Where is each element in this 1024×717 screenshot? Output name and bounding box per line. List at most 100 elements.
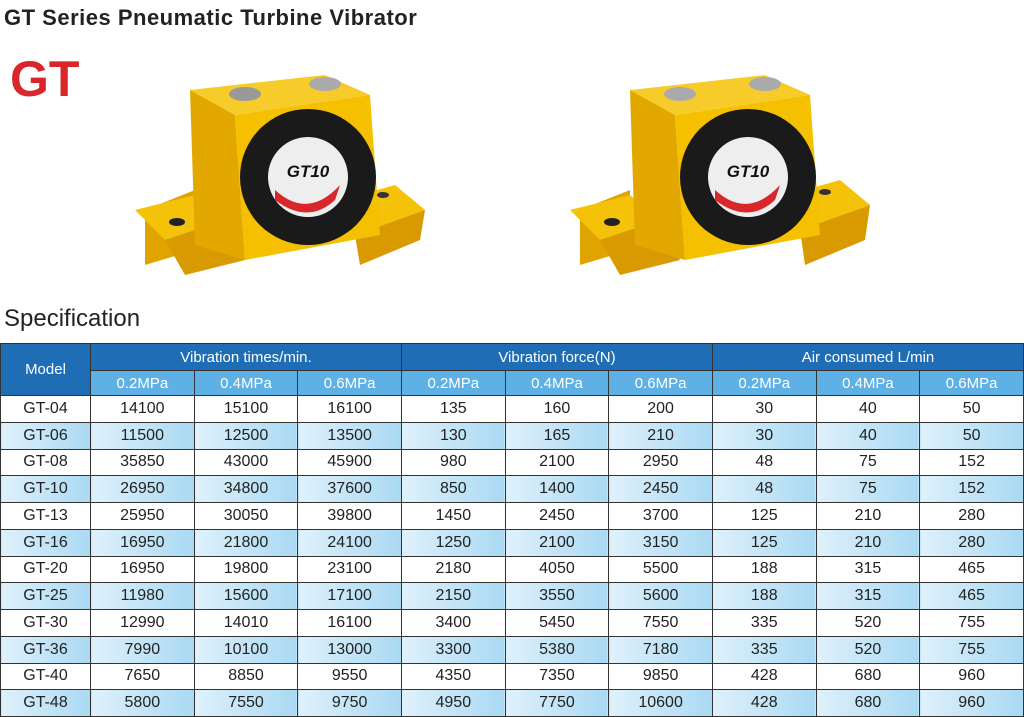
model-cell: GT-06 [0, 421, 91, 450]
table-row: GT-10 26950 34800 37600 850 1400 2450 48 75 152 [0, 475, 1024, 503]
value-cell: 3400 [400, 609, 506, 637]
value-cell: 7180 [608, 635, 713, 664]
sub-header: 0.2MPa [90, 370, 195, 396]
table-row: GT-13 25950 30050 39800 1450 2450 3700 125 210 28… [0, 502, 1024, 530]
value-cell: 21800 [193, 528, 299, 557]
badge: GT10 [727, 162, 770, 181]
value-cell: 4050 [504, 555, 610, 584]
header-cell: Model [0, 343, 91, 396]
value-cell: 980 [400, 448, 506, 477]
value-cell: 428 [711, 689, 817, 717]
model-cell: GT-08 [0, 448, 91, 477]
value-cell: 680 [815, 662, 921, 691]
value-cell: 14010 [193, 609, 299, 637]
value-cell: 7550 [608, 609, 713, 637]
value-cell: 16100 [297, 609, 402, 637]
value-cell: 7650 [90, 662, 195, 691]
model-cell: GT-13 [0, 502, 91, 530]
model-cell: GT-16 [0, 528, 91, 557]
value-cell: 7550 [193, 689, 299, 717]
value-cell: 4950 [400, 689, 506, 717]
value-cell: 850 [400, 475, 506, 503]
value-cell: 2180 [400, 555, 506, 584]
value-cell: 30 [711, 421, 817, 450]
value-cell: 200 [608, 395, 713, 423]
value-cell: 34800 [193, 475, 299, 503]
value-cell: 2150 [400, 582, 506, 610]
value-cell: 39800 [297, 502, 402, 530]
value-cell: 335 [711, 635, 817, 664]
value-cell: 4350 [400, 662, 506, 691]
model-cell: GT-25 [0, 582, 91, 610]
value-cell: 315 [815, 582, 921, 610]
value-cell: 135 [400, 395, 506, 423]
sub-header: 0.6MPa [297, 370, 402, 396]
value-cell: 13500 [297, 421, 402, 450]
value-cell: 15100 [193, 395, 299, 423]
value-cell: 315 [815, 555, 921, 584]
value-cell: 5380 [504, 635, 610, 664]
value-cell: 15600 [193, 582, 299, 610]
value-cell: 3550 [504, 582, 610, 610]
value-cell: 11980 [90, 582, 195, 610]
value-cell: 8850 [193, 662, 299, 691]
value-cell: 960 [919, 689, 1024, 717]
spec-table: Model Vibration times/min. Vibration force… [0, 343, 1024, 717]
model-cell: GT-40 [0, 662, 91, 691]
table-row: GT-48 5800 7550 9750 4950 7750 10600 428 680 960 [0, 689, 1024, 717]
value-cell: 43000 [193, 448, 299, 477]
value-cell: 280 [919, 528, 1024, 557]
value-cell: 428 [711, 662, 817, 691]
sub-header: 0.2MPa [400, 370, 506, 396]
value-cell: 48 [711, 448, 817, 477]
group-header: Air consumed L/min [711, 343, 1024, 371]
value-cell: 40 [815, 421, 921, 450]
table-row: GT-20 16950 19800 23100 2180 4050 5500 188 315 46… [0, 555, 1024, 584]
value-cell: 30 [711, 395, 817, 423]
value-cell: 11500 [90, 421, 195, 450]
value-cell: 5500 [608, 555, 713, 584]
value-cell: 188 [711, 555, 817, 584]
value-cell: 165 [504, 421, 610, 450]
value-cell: 1450 [400, 502, 506, 530]
value-cell: 960 [919, 662, 1024, 691]
value-cell: 24100 [297, 528, 402, 557]
value-cell: 2950 [608, 448, 713, 477]
value-cell: 755 [919, 609, 1024, 637]
value-cell: 10600 [608, 689, 713, 717]
product-image: GT10 [135, 75, 425, 275]
value-cell: 3150 [608, 528, 713, 557]
value-cell: 125 [711, 528, 817, 557]
value-cell: 16950 [90, 555, 195, 584]
table-row: GT-40 7650 8850 9550 4350 7350 9850 428 680 960 [0, 662, 1024, 691]
value-cell: 2100 [504, 528, 610, 557]
value-cell: 14100 [90, 395, 195, 423]
value-cell: 152 [919, 448, 1024, 477]
table-row: GT-06 11500 12500 13500 130 165 210 30 40 50 [0, 421, 1024, 450]
value-cell: 3700 [608, 502, 713, 530]
group-header: Vibration times/min. [90, 343, 402, 371]
value-cell: 23100 [297, 555, 402, 584]
value-cell: 280 [919, 502, 1024, 530]
value-cell: 35850 [90, 448, 195, 477]
product-image: GT10 [570, 75, 870, 275]
sub-header: 0.4MPa [193, 370, 299, 396]
value-cell: 17100 [297, 582, 402, 610]
model-cell: GT-36 [0, 635, 91, 664]
value-cell: 25950 [90, 502, 195, 530]
table-row: GT-25 11980 15600 17100 2150 3550 5600 188 315 46… [0, 582, 1024, 610]
value-cell: 7350 [504, 662, 610, 691]
section-heading: Specification [4, 305, 141, 332]
sub-header: 0.2MPa [711, 370, 817, 396]
value-cell: 7990 [90, 635, 195, 664]
value-cell: 19800 [193, 555, 299, 584]
value-cell: 16950 [90, 528, 195, 557]
model-cell: GT-48 [0, 689, 91, 717]
value-cell: 5600 [608, 582, 713, 610]
value-cell: 30050 [193, 502, 299, 530]
value-cell: 130 [400, 421, 506, 450]
model-cell: GT-10 [0, 475, 91, 503]
model-cell: GT-04 [0, 395, 91, 423]
value-cell: 125 [711, 502, 817, 530]
group-header: Vibration force(N) [400, 343, 713, 371]
